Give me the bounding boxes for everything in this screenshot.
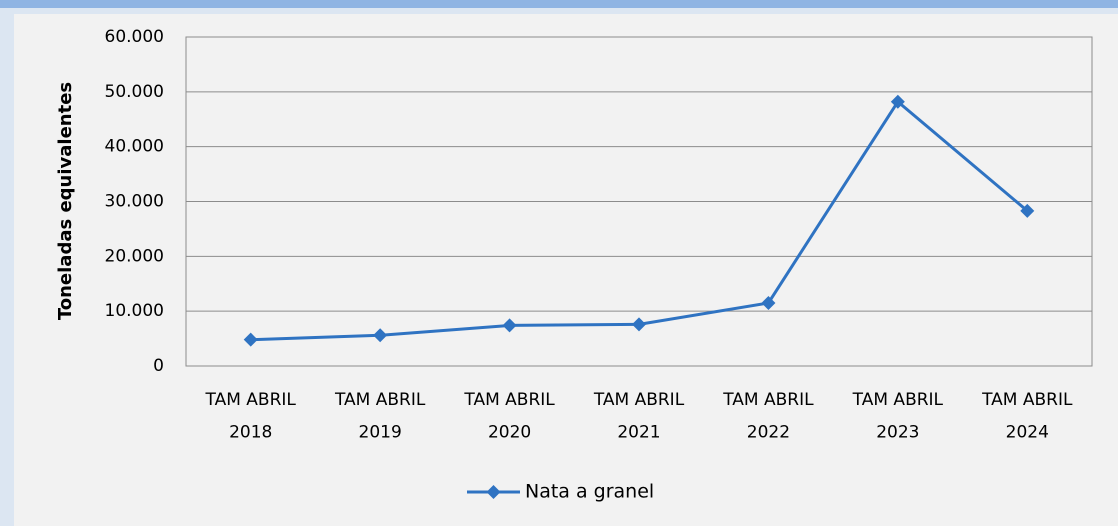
marker — [761, 295, 776, 310]
y-axis-label: Toneladas equivalentes — [55, 82, 76, 320]
y-tick-label: 40.000 — [105, 137, 164, 157]
x-tick-label: TAM ABRIL 2018 — [205, 390, 297, 442]
y-tick-label: 10.000 — [105, 301, 164, 321]
marker — [243, 332, 258, 347]
legend-label: Nata a granel — [525, 481, 654, 503]
x-tick-label: TAM ABRIL 2021 — [593, 390, 685, 442]
y-tick-label: 30.000 — [105, 192, 164, 212]
chart-panel — [14, 14, 1118, 526]
x-tick-label: TAM ABRIL 2023 — [852, 390, 944, 442]
y-tick-label: 20.000 — [105, 246, 164, 266]
y-tick-label: 50.000 — [105, 82, 164, 102]
marker — [632, 317, 646, 332]
x-tick-label: TAM ABRIL 2019 — [334, 390, 426, 442]
legend-marker — [486, 485, 501, 499]
marker — [502, 318, 517, 333]
y-tick-label: 60.000 — [105, 27, 164, 47]
x-tick-label: TAM ABRIL 2024 — [981, 390, 1073, 442]
marker — [1020, 203, 1035, 218]
x-tick-label: TAM ABRIL 2022 — [722, 390, 814, 442]
marker — [373, 328, 388, 343]
y-tick-label: 0 — [153, 356, 164, 376]
top-strip — [0, 0, 1118, 8]
x-tick-label: TAM ABRIL 2020 — [463, 390, 555, 442]
marker — [890, 94, 905, 109]
